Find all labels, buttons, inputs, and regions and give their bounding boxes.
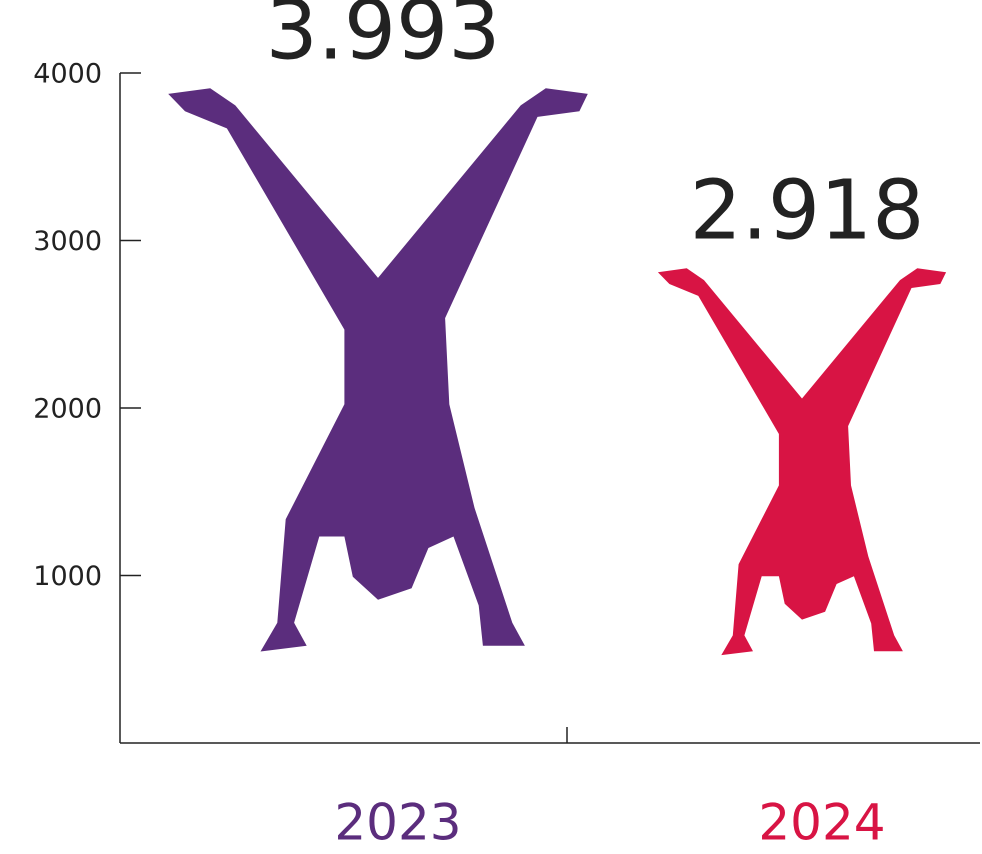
y-tick-label: 1000 (33, 561, 102, 592)
x-tick-label: 2023 (334, 794, 461, 852)
pictogram-figure (168, 88, 588, 651)
page: 10002000300040003.99320232.9182024 (() =… (0, 0, 982, 854)
value-label: 3.993 (266, 0, 501, 79)
value-label: 2.918 (690, 164, 925, 259)
y-tick-label: 3000 (33, 226, 102, 257)
chart: 1000 2000 3000 4000 3.993 2023 2.918 2024 (0, 0, 982, 854)
y-tick-label: 4000 (33, 59, 102, 90)
pictogram-figure (658, 268, 946, 655)
y-tick-label: 2000 (33, 394, 102, 425)
x-tick-label: 2024 (758, 794, 885, 852)
